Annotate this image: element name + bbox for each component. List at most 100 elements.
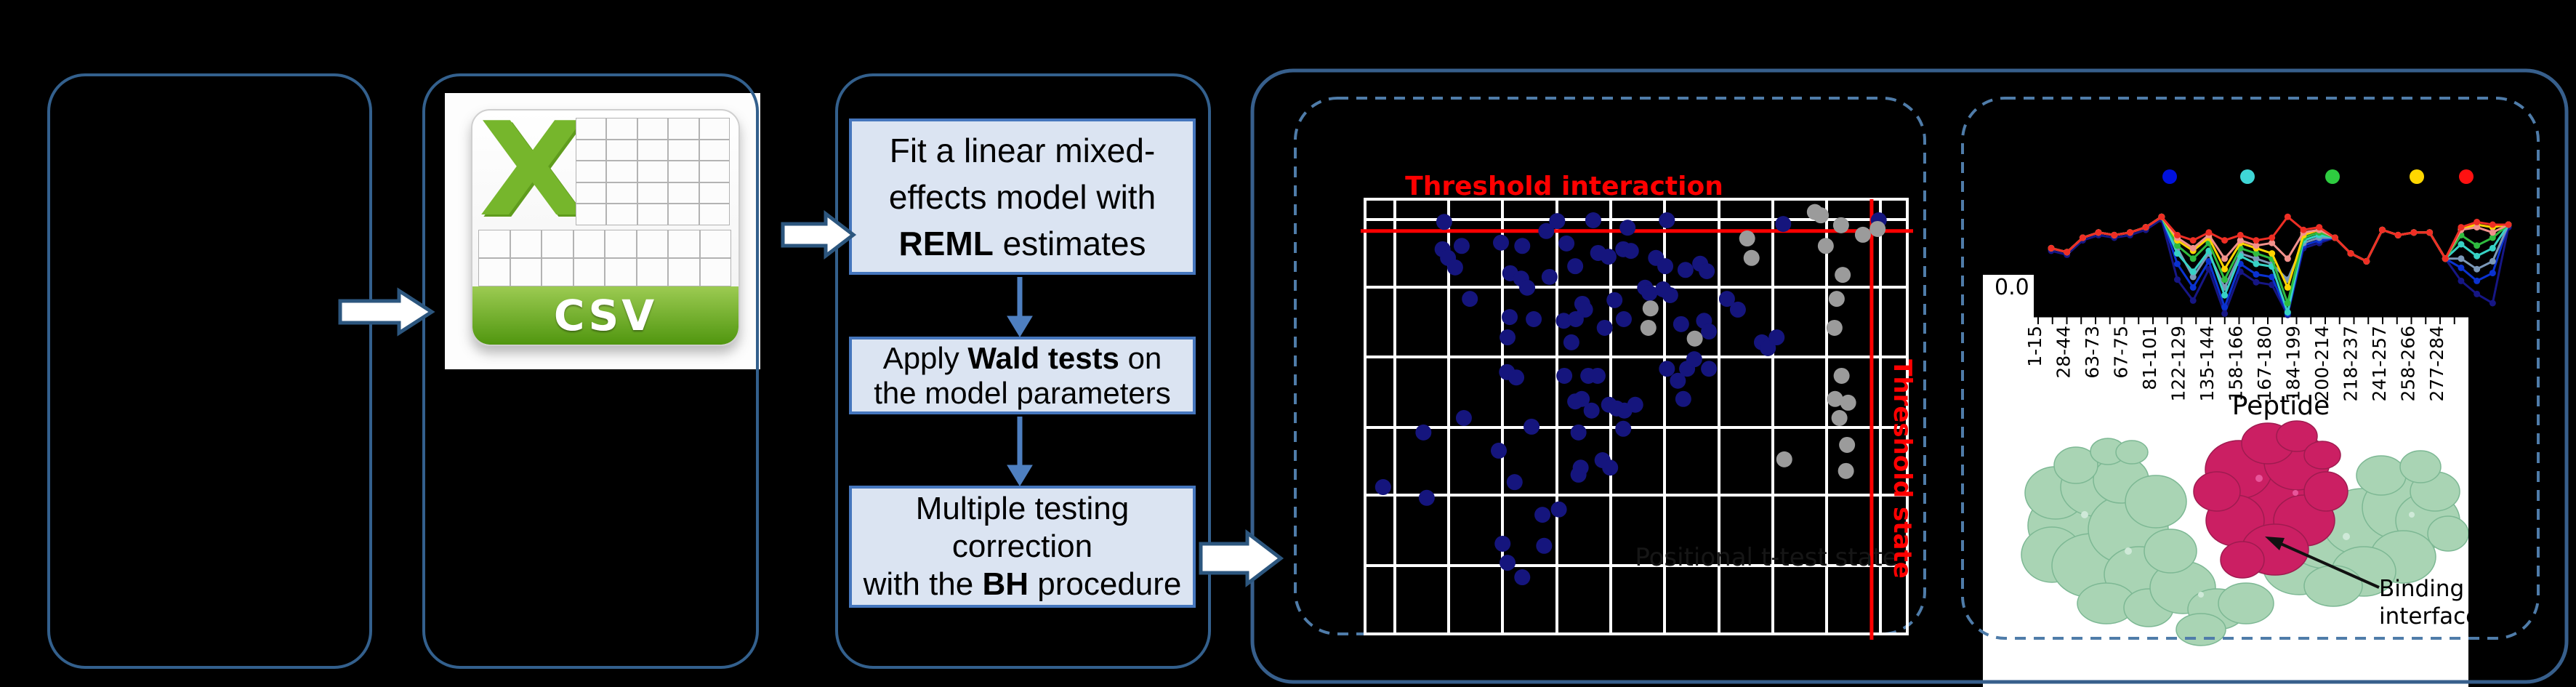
y-axis-tick-label: 0.0	[1995, 275, 2029, 300]
x-axis-title: Peptide	[2231, 391, 2330, 421]
series-point	[2253, 242, 2260, 249]
scatter-point	[1514, 238, 1531, 254]
spreadsheet-cell	[510, 258, 542, 286]
series-point	[2316, 224, 2323, 231]
threshold-lines	[1361, 199, 1913, 640]
series-point	[2474, 265, 2481, 273]
series-point	[2442, 255, 2449, 262]
chart-series	[2048, 213, 2512, 318]
threshold-state-label: Threshold state	[1888, 359, 1917, 579]
spreadsheet-cell	[668, 182, 699, 204]
scatter-point	[1567, 310, 1584, 327]
scatter-point	[1657, 258, 1674, 275]
series-point	[2189, 237, 2197, 244]
series-point	[2111, 231, 2118, 238]
scatter-faint-label: Positional t-test state	[1635, 543, 1897, 572]
volcano-scatter-plot: Positional t-test state Threshold intera…	[1361, 172, 1917, 640]
series-point	[2221, 292, 2229, 299]
spreadsheet-cell	[637, 139, 669, 161]
scatter-point	[1775, 216, 1792, 233]
scatter-point	[1659, 361, 1675, 377]
scatter-point	[1615, 420, 1632, 437]
series-point	[2189, 268, 2197, 276]
scatter-point	[1541, 268, 1558, 285]
spreadsheet-cell	[637, 204, 669, 225]
spreadsheet-cell	[636, 258, 668, 286]
scatter-point	[1675, 390, 1691, 407]
scatter-point	[1828, 291, 1845, 308]
scatter-point	[1555, 313, 1572, 329]
uptake-line-chart	[2048, 169, 2512, 318]
scatter-point	[1718, 291, 1735, 308]
x-axis-tick-label: 167-180	[2254, 326, 2275, 401]
spreadsheet-cell	[668, 204, 699, 225]
series-point	[2378, 226, 2386, 233]
arrow-input-to-csv	[338, 287, 435, 337]
series-point	[2458, 224, 2465, 231]
series-point	[2237, 252, 2244, 260]
series-point	[2253, 255, 2260, 262]
series-point	[2269, 250, 2276, 257]
series-point	[2505, 221, 2512, 228]
flow-step-arrows	[1007, 277, 1033, 486]
scatter-point	[1641, 285, 1658, 302]
scatter-point	[1455, 409, 1472, 426]
series-point	[2458, 277, 2465, 284]
series-point	[2253, 260, 2260, 268]
series-point	[2174, 250, 2181, 257]
spreadsheet-cell	[573, 258, 605, 286]
series-point	[2284, 213, 2291, 220]
stats-panel	[835, 73, 1211, 669]
binding-interface-arrow	[2265, 537, 2380, 589]
protein-binding-region-crimson	[2193, 420, 2348, 579]
scatter-point	[1760, 340, 1776, 356]
spreadsheet-cell	[576, 182, 607, 204]
scatter-point	[1502, 309, 1518, 326]
series-point	[2347, 250, 2354, 257]
series-point	[2410, 229, 2418, 236]
protein-structure-image	[2021, 420, 2468, 646]
series-point	[2142, 224, 2149, 231]
x-axis-tick-label: 200-214	[2311, 326, 2333, 401]
pipeline-arrows	[338, 209, 1284, 588]
series-point	[2126, 229, 2133, 236]
legend-dot	[2325, 169, 2340, 184]
series-point	[2474, 252, 2481, 260]
scatter-point	[1832, 217, 1849, 233]
scatter-point	[1729, 301, 1746, 318]
scatter-point	[1826, 319, 1843, 336]
x-axis-tick-label: 258-266	[2398, 326, 2419, 401]
spreadsheet-cell	[668, 258, 700, 286]
series-point	[2221, 237, 2229, 244]
x-axis-tick-label: 277-284	[2426, 326, 2447, 401]
legend-dot	[2240, 169, 2255, 184]
spreadsheet-cell	[576, 118, 607, 140]
scatter-point	[1494, 535, 1511, 552]
scatter-point	[1602, 459, 1619, 476]
spreadsheet-cell	[668, 230, 700, 258]
protein-highlights-crimson	[2255, 475, 2298, 496]
scatter-points	[1374, 204, 1887, 586]
series-point	[2426, 229, 2434, 236]
spreadsheet-cell	[668, 118, 699, 140]
legend-dot	[2410, 169, 2424, 184]
scatter-point	[1563, 334, 1579, 350]
series-point	[2095, 229, 2102, 236]
scatter-point	[1813, 207, 1830, 224]
spreadsheet-cell	[510, 230, 542, 258]
scatter-point	[1550, 501, 1567, 518]
scatter-point	[1596, 319, 1613, 336]
scatter-point	[1453, 238, 1470, 254]
flow-step-bh-correction: Multiple testing correction with the BH …	[849, 486, 1196, 608]
series-point	[2189, 244, 2197, 252]
scatter-point	[1701, 324, 1718, 340]
series-line	[2050, 215, 2508, 263]
scatter-point	[1701, 361, 1718, 377]
chart-background	[2034, 275, 2468, 316]
arrow-csv-to-stats	[781, 209, 857, 260]
chart-legend-dots	[2162, 169, 2474, 184]
scatter-point	[1686, 351, 1702, 368]
spreadsheet-cell	[637, 161, 669, 182]
series-point	[2489, 257, 2496, 265]
results-panel	[1250, 68, 2569, 684]
